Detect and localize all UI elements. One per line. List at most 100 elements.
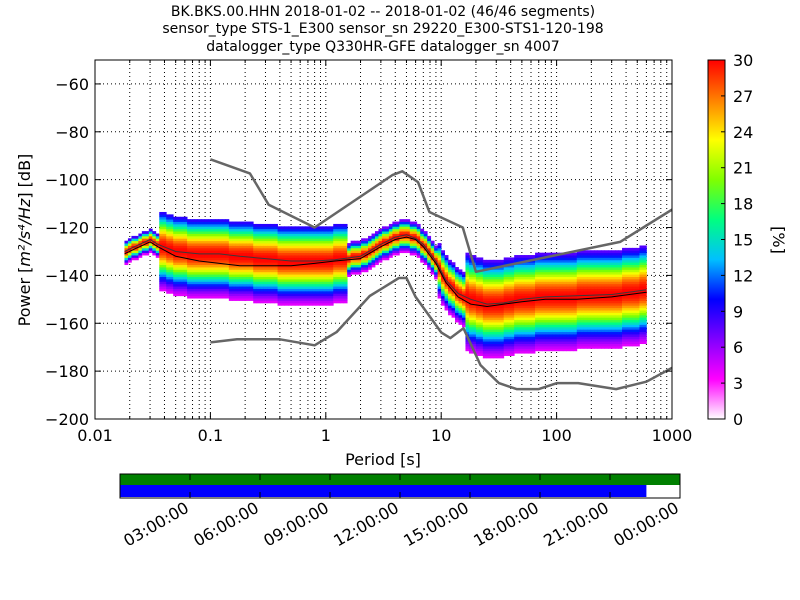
histogram-cell [517, 290, 522, 294]
histogram-cell [569, 262, 574, 266]
histogram-cell [587, 276, 592, 280]
histogram-cell [486, 322, 491, 325]
histogram-cell [287, 231, 292, 234]
histogram-cell [242, 298, 247, 301]
histogram-cell [608, 310, 613, 313]
histogram-cell [333, 290, 338, 294]
histogram-cell [545, 326, 550, 330]
histogram-cell [451, 307, 456, 311]
histogram-cell [406, 221, 411, 225]
histogram-cell [218, 259, 223, 263]
histogram-cell [204, 240, 209, 244]
histogram-cell [228, 274, 233, 277]
histogram-cell [256, 300, 261, 304]
histogram-cell [350, 243, 355, 246]
histogram-cell [580, 324, 585, 328]
histogram-cell [315, 235, 320, 239]
histogram-cell [277, 243, 282, 246]
histogram-cell [514, 305, 519, 309]
histogram-cell [287, 247, 292, 251]
histogram-cell [635, 329, 640, 333]
histogram-cell [263, 283, 268, 287]
histogram-cell [427, 267, 432, 270]
histogram-cell [507, 338, 512, 342]
histogram-cell [629, 298, 633, 301]
histogram-cell [573, 336, 578, 340]
histogram-cell [629, 302, 633, 306]
histogram-cell [294, 300, 299, 304]
histogram-cell [201, 233, 205, 237]
histogram-cell [535, 269, 539, 273]
histogram-cell [528, 346, 532, 349]
histogram-cell [305, 302, 310, 306]
histogram-cell [580, 317, 585, 321]
histogram-cell [535, 274, 539, 277]
histogram-cell [583, 312, 588, 316]
histogram-cell [514, 331, 519, 335]
histogram-cell [569, 314, 574, 318]
histogram-cell [176, 267, 181, 270]
histogram-cell [277, 240, 282, 244]
histogram-cell [486, 348, 491, 352]
histogram-cell [374, 252, 379, 256]
histogram-cell [625, 269, 630, 273]
histogram-cell [166, 247, 171, 251]
histogram-cell [204, 281, 209, 285]
histogram-cell [580, 271, 585, 275]
histogram-cell [207, 286, 212, 289]
histogram-cell [277, 228, 282, 232]
histogram-cell [281, 295, 285, 299]
histogram-cell [559, 348, 564, 352]
histogram-cell [409, 240, 414, 244]
histogram-cell [232, 290, 237, 294]
histogram-cell [580, 298, 585, 301]
histogram-cell [190, 283, 195, 287]
histogram-cell [204, 228, 209, 232]
histogram-cell [524, 264, 529, 268]
histogram-cell [472, 336, 477, 340]
histogram-cell [580, 286, 585, 289]
histogram-cell [242, 271, 247, 275]
histogram-cell [559, 341, 564, 345]
histogram-cell [545, 317, 550, 321]
histogram-cell [542, 276, 546, 280]
histogram-cell [347, 255, 352, 258]
chart-title-line-3: datalogger_type Q330HR-GFE datalogger_sn… [206, 39, 559, 55]
histogram-cell [562, 322, 567, 325]
histogram-cell [437, 243, 442, 246]
histogram-cell [340, 238, 345, 242]
histogram-cell [267, 269, 272, 273]
histogram-cell [253, 267, 258, 270]
histogram-cell [420, 255, 425, 258]
histogram-cell [239, 274, 244, 277]
histogram-cell [350, 245, 355, 249]
histogram-cell [451, 288, 456, 292]
histogram-cell [629, 334, 633, 337]
histogram-cell [601, 276, 606, 280]
histogram-cell [531, 350, 536, 354]
histogram-cell [461, 278, 466, 282]
histogram-cell [573, 348, 578, 352]
histogram-cell [287, 295, 292, 299]
histogram-cell [562, 257, 567, 261]
histogram-cell [287, 255, 292, 258]
histogram-cell [486, 331, 491, 335]
histogram-cell [622, 329, 626, 333]
histogram-cell [615, 331, 619, 335]
histogram-cell [183, 231, 188, 234]
histogram-cell [197, 235, 202, 239]
histogram-cell [590, 278, 595, 282]
histogram-cell [201, 293, 205, 297]
histogram-cell [187, 243, 191, 246]
histogram-cell [465, 288, 470, 292]
histogram-cell [448, 267, 452, 270]
histogram-cell [517, 283, 522, 287]
histogram-cell [535, 262, 539, 266]
histogram-cell [493, 324, 498, 328]
histogram-cell [166, 288, 171, 292]
histogram-cell [343, 226, 348, 230]
histogram-cell [204, 290, 209, 294]
axis-ticks: 0.01 0.1 1 10 100 1000−60−80−100−120−140−160−… [45, 60, 692, 445]
histogram-cell [204, 283, 209, 287]
histogram-cell [381, 255, 386, 258]
